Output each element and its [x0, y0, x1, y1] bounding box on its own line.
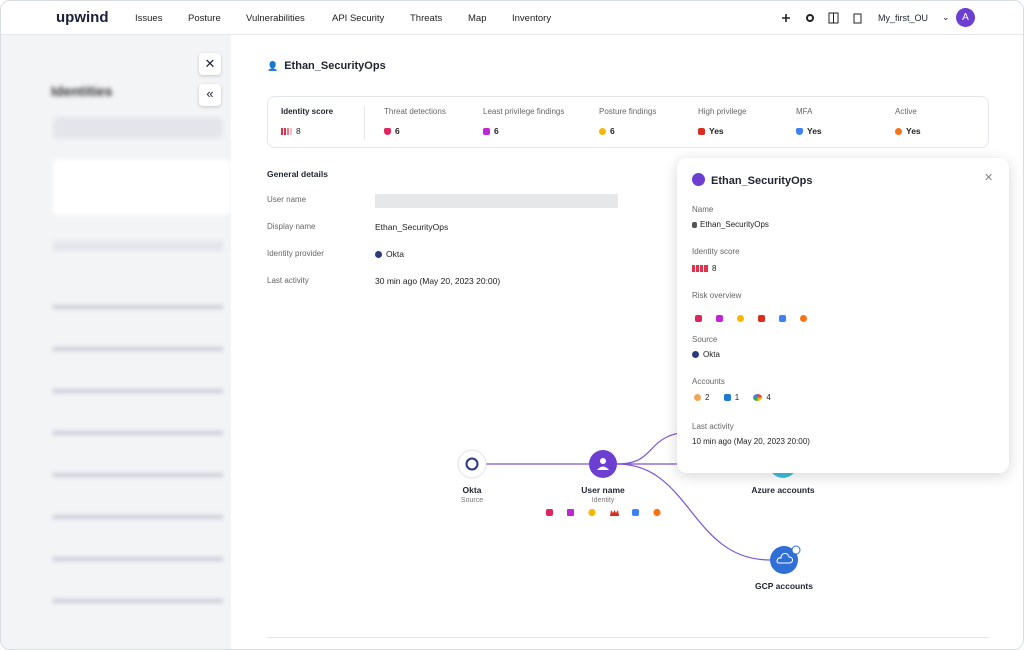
stat-value: Yes: [698, 126, 724, 136]
field-text: Ethan_SecurityOps: [700, 220, 769, 229]
section-title: General details: [267, 169, 328, 179]
field-value: 8: [692, 264, 716, 273]
redacted-value: [375, 194, 618, 208]
background-card: [53, 159, 231, 215]
close-button[interactable]: ✕: [199, 53, 221, 75]
account-count: 4: [766, 393, 771, 402]
stat-label: Posture findings: [599, 107, 657, 116]
stats-card: Identity score 8 Threat detections 6 Lea…: [267, 96, 989, 148]
field-label: Name: [692, 205, 714, 214]
detail-label: Identity provider: [267, 249, 324, 258]
stat-label: Active: [895, 107, 917, 116]
field-value: Okta: [692, 350, 720, 359]
identity-title: 👤 Ethan_SecurityOps: [267, 60, 386, 72]
node-sublabel: Identity: [591, 497, 615, 504]
field-label: Source: [692, 335, 718, 344]
cloud-icon: [776, 553, 794, 564]
account-count: 2: [705, 393, 710, 402]
nav-item[interactable]: Posture: [188, 13, 221, 24]
stat-label: Threat detections: [384, 107, 446, 116]
field-label: Accounts: [692, 377, 725, 386]
stat-text: Yes: [807, 126, 822, 136]
detail-label: Display name: [267, 222, 316, 231]
nav-item[interactable]: Inventory: [512, 13, 552, 24]
popup-close[interactable]: ✕: [984, 172, 994, 184]
stat-label: Least privilege findings: [483, 107, 565, 116]
nav-item[interactable]: Vulnerabilities: [246, 13, 305, 24]
popup-title: Ethan_SecurityOps: [692, 173, 812, 187]
field-value: 10 min ago (May 20, 2023 20:00): [692, 437, 810, 446]
stat-text: Yes: [906, 126, 921, 136]
nav-item[interactable]: Map: [468, 13, 487, 24]
stat-value: 6: [599, 126, 615, 136]
nav-item[interactable]: API Security: [332, 13, 385, 24]
identity-popup: Ethan_SecurityOps ✕ Name Ethan_SecurityO…: [677, 158, 1009, 473]
okta-icon: [465, 457, 479, 471]
stat-value: 6: [483, 126, 499, 136]
field-text: Okta: [703, 350, 720, 359]
dropdown-caret[interactable]: ⌄: [942, 12, 950, 22]
stat-number: 6: [610, 126, 615, 136]
detail-label: Last activity: [267, 276, 309, 285]
user-icon: 👤: [267, 61, 279, 71]
edge: [616, 463, 771, 561]
popup-title-text: Ethan_SecurityOps: [711, 175, 813, 187]
avatar[interactable]: A: [956, 8, 975, 27]
logo[interactable]: upwind: [56, 9, 109, 26]
provider-name: Okta: [386, 249, 404, 259]
stat-number: 8: [296, 126, 301, 136]
top-nav: upwind Issues Posture Vulnerabilities AP…: [1, 1, 1023, 35]
node-label: Azure accounts: [751, 485, 815, 495]
risk-icons: [695, 308, 811, 326]
detail-value: Okta: [375, 249, 404, 259]
background-panel: Identities: [1, 35, 231, 649]
stat-value: 6: [384, 126, 400, 136]
identity-name: Ethan_SecurityOps: [284, 60, 386, 72]
risk-icons: [546, 508, 661, 517]
badge: [791, 545, 801, 555]
gcp-node[interactable]: [770, 546, 798, 574]
divider: [267, 637, 989, 638]
stat-label: MFA: [796, 107, 813, 116]
org-selector[interactable]: My_first_OU: [878, 13, 929, 23]
user-icon: [597, 466, 609, 470]
field-label: Identity score: [692, 247, 740, 256]
stat-label: High privilege: [698, 107, 747, 116]
background-tabs: [53, 117, 223, 139]
detail-value: Ethan_SecurityOps: [375, 222, 449, 232]
user-icon: [600, 458, 606, 464]
account-count: 1: [734, 393, 740, 402]
background-filter: [53, 241, 223, 251]
stat-value: Yes: [796, 126, 822, 136]
node-label: User name: [581, 485, 625, 495]
divider: [364, 106, 365, 140]
background-rows: [53, 299, 223, 639]
okta-node[interactable]: [457, 449, 487, 479]
collapse-button[interactable]: «: [199, 84, 221, 106]
stat-number: 6: [395, 126, 400, 136]
node-label: GCP accounts: [755, 581, 813, 591]
detail-label: User name: [267, 195, 307, 204]
field-label: Last activity: [692, 422, 734, 431]
field-value: Ethan_SecurityOps: [692, 220, 769, 229]
nav-item[interactable]: Issues: [135, 13, 163, 24]
node-label: Okta: [462, 485, 482, 495]
background-title: Identities: [51, 83, 113, 99]
field-number: 8: [712, 264, 717, 273]
field-label: Risk overview: [692, 291, 742, 300]
nav-item[interactable]: Threats: [410, 13, 443, 24]
stat-value: Yes: [895, 126, 921, 136]
stat-number: 6: [494, 126, 499, 136]
stat-text: Yes: [709, 126, 724, 136]
stat-label: Identity score: [281, 107, 334, 116]
nav-icons[interactable]: [779, 11, 869, 25]
account-counts: 2 1 4: [694, 393, 771, 402]
node-sublabel: Source: [460, 497, 484, 504]
detail-value: 30 min ago (May 20, 2023 20:00): [375, 276, 501, 286]
stat-value: 8: [281, 126, 301, 136]
